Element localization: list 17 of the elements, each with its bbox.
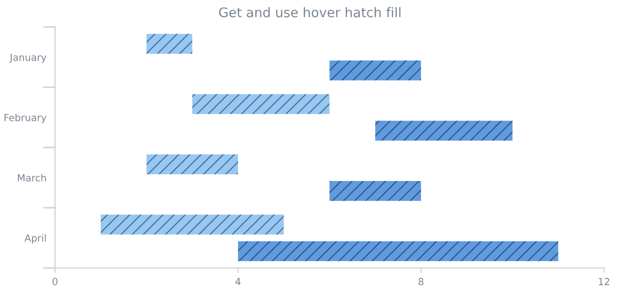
y-tick-label: April [24, 234, 46, 244]
x-tick-label: 0 [52, 278, 58, 286]
bar [238, 241, 558, 262]
bar [375, 120, 512, 141]
bar [146, 34, 192, 54]
bar [192, 94, 330, 114]
y-tick-label: February [4, 114, 46, 124]
bar [100, 214, 284, 235]
chart-title: Get and use hover hatch fill [219, 7, 400, 18]
bar [330, 180, 421, 201]
x-tick-label: 12 [598, 278, 610, 286]
y-tick-label: January [9, 54, 46, 63]
bar [146, 154, 238, 174]
x-tick-label: 4 [235, 278, 241, 286]
y-tick-label: March [18, 174, 46, 182]
x-tick-label: 8 [418, 278, 424, 286]
bar [330, 60, 421, 80]
